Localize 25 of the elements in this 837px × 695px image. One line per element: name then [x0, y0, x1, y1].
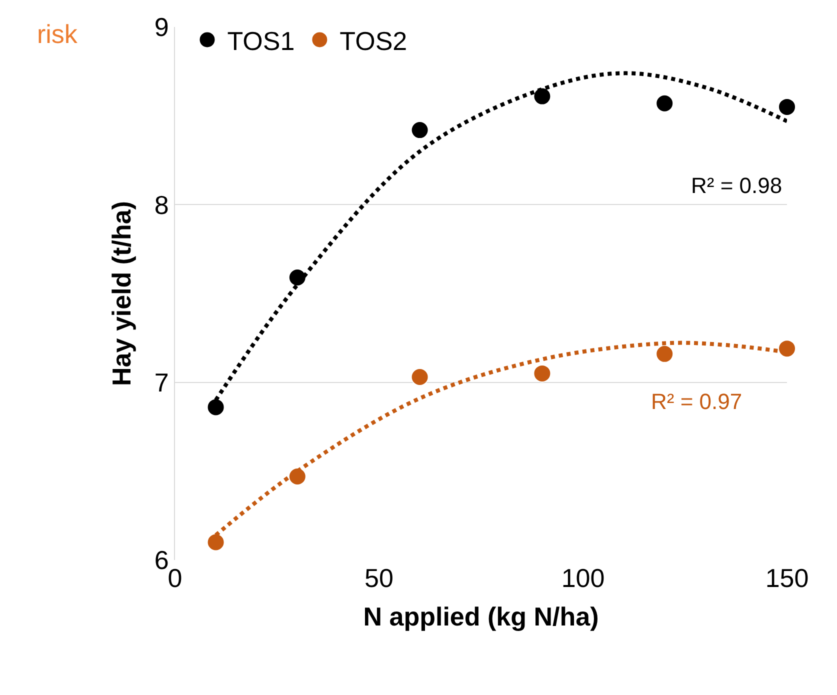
annotation: R² = 0.98	[691, 173, 782, 198]
y-axis-title: Hay yield (t/ha)	[106, 201, 137, 386]
y-tick-label: 7	[154, 367, 169, 398]
point	[206, 398, 225, 416]
x-tick-label: 150	[765, 563, 809, 593]
x-tick-label: 50	[364, 563, 394, 593]
point	[656, 94, 674, 112]
point	[410, 121, 429, 140]
y-tick-label: 6	[154, 545, 169, 576]
point	[533, 364, 552, 382]
y-tick-label: 8	[154, 190, 169, 220]
legend-label: TOS2	[340, 26, 408, 56]
x-axis-title: N applied (kg N/ha)	[363, 602, 599, 632]
text: risk	[37, 19, 78, 49]
point	[656, 344, 674, 363]
point	[533, 87, 552, 106]
point	[206, 533, 225, 552]
x-tick-label: 100	[561, 563, 605, 593]
point	[410, 368, 429, 386]
y-tick-label: 9	[154, 12, 169, 42]
point	[778, 98, 796, 116]
legend-label: TOS1	[227, 26, 295, 56]
x-tick-label: 0	[168, 563, 182, 593]
annotation: R² = 0.97	[651, 389, 742, 414]
point	[778, 340, 796, 358]
